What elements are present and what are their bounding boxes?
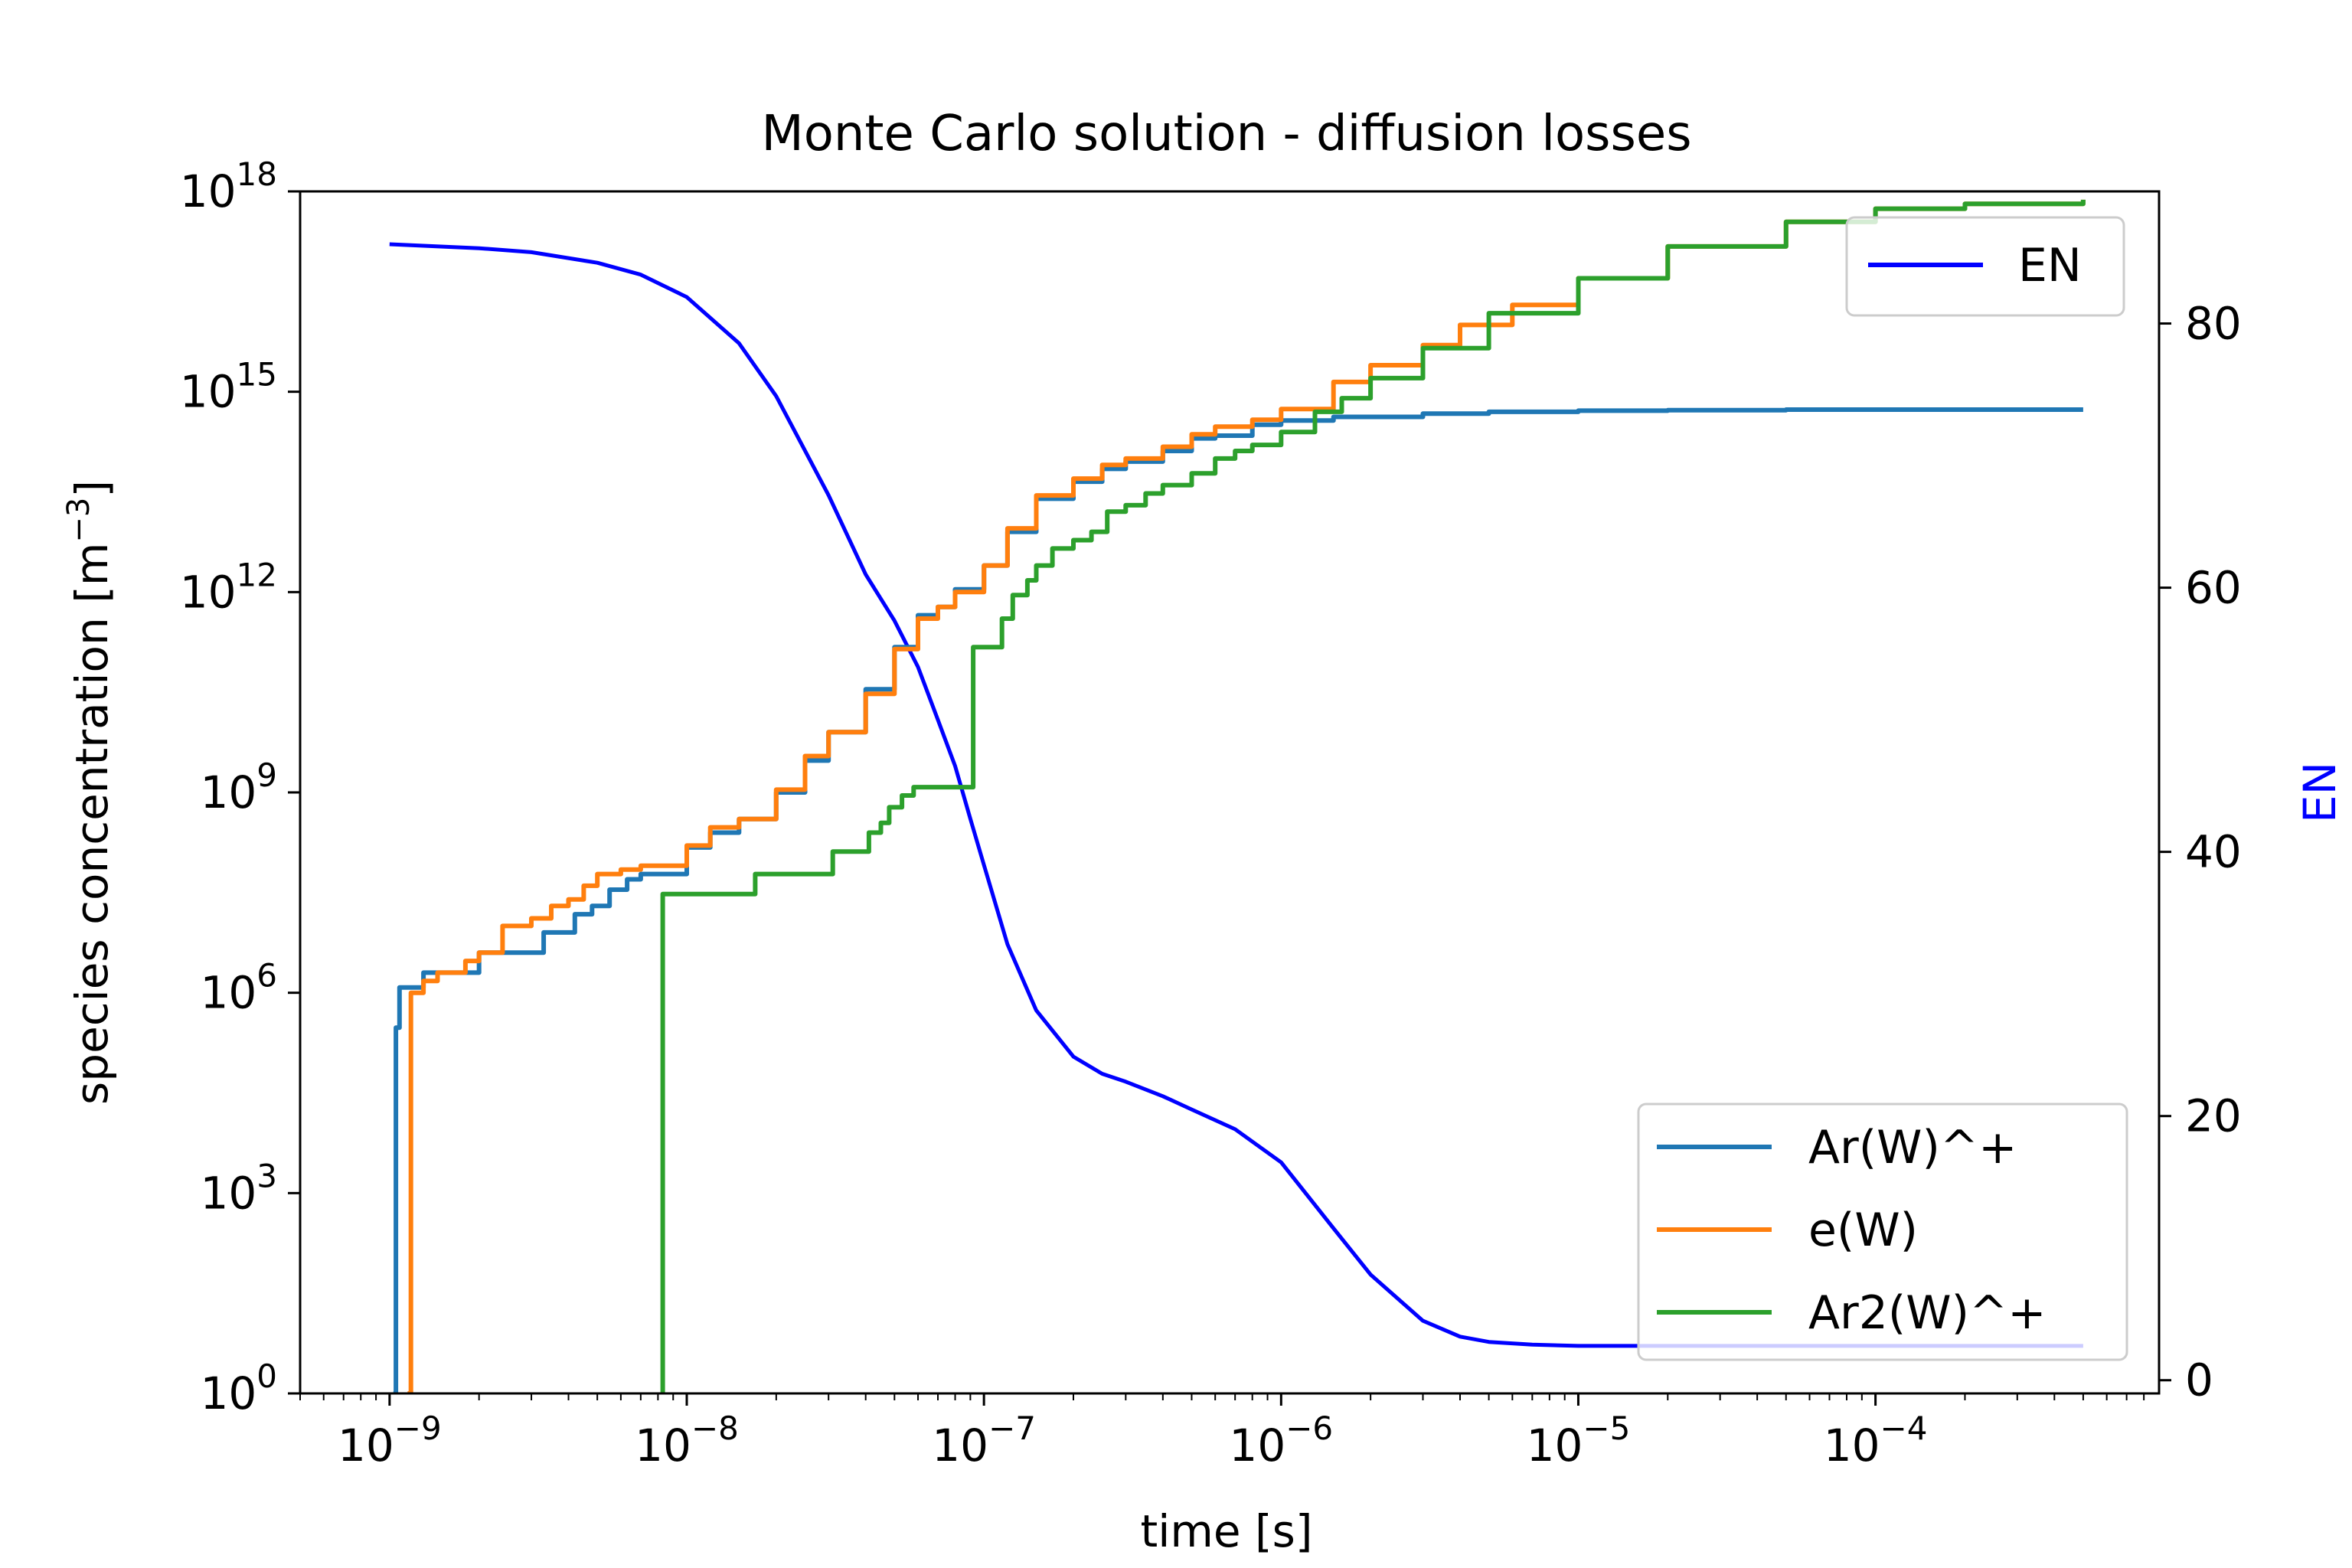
y-tick-label: 100 [200, 1357, 277, 1419]
y-axis-label: species concentration [m−3] [61, 480, 118, 1105]
x-axis-label: time [s] [1141, 1505, 1313, 1557]
y-axis-label-text: species concentration [m [66, 543, 118, 1105]
legend-label-ar-w-plus: Ar(W)^+ [1808, 1121, 2017, 1174]
series-line-ar2-w [660, 199, 2086, 1393]
y-tick-label: 1012 [180, 556, 277, 618]
y-tick-exponent: 9 [256, 756, 277, 794]
legend-species-box [1637, 1102, 2128, 1361]
x-tick-label: 10−5 [1527, 1410, 1631, 1472]
x-axis: 10−9 10−8 10−7 10−6 10−5 10−4 [299, 1393, 2145, 1472]
y-axis-label-end: ] [66, 480, 118, 498]
legend-label-e-w: e(W) [1808, 1204, 1918, 1257]
y-tick-label: 1015 [180, 356, 277, 418]
y-tick-label: 106 [200, 957, 277, 1019]
x-tick-exponent: −5 [1583, 1410, 1630, 1447]
x-tick-exponent: −4 [1880, 1410, 1928, 1447]
x-tick-label: 10−4 [1824, 1410, 1928, 1472]
y-tick-base: 10 [180, 366, 237, 418]
series-layer [389, 199, 2086, 1393]
x-tick-label: 10−8 [635, 1410, 739, 1472]
x-tick-base: 10 [1527, 1419, 1583, 1472]
x-tick-base: 10 [1229, 1419, 1285, 1472]
legend-en-box [1845, 216, 2125, 317]
series-line-e-w [407, 199, 2086, 1393]
x-tick-exponent: −7 [988, 1410, 1036, 1447]
y-tick-exponent: 12 [237, 556, 277, 593]
x-tick-label: 10−7 [932, 1410, 1036, 1472]
y2-tick-label: 60 [2185, 562, 2242, 614]
y2-tick-label: 20 [2185, 1090, 2242, 1142]
x-tick-label: 10−6 [1229, 1410, 1333, 1472]
y-tick-base: 10 [180, 566, 237, 618]
series-line-en [389, 242, 2083, 1348]
y-tick-base: 10 [200, 967, 256, 1019]
y-tick-exponent: 0 [256, 1357, 277, 1395]
x-tick-exponent: −8 [691, 1410, 739, 1447]
y-tick-base: 10 [200, 1167, 256, 1219]
y-tick-label: 1018 [180, 155, 277, 217]
x-tick-base: 10 [1824, 1419, 1880, 1472]
y2-tick-label: 0 [2185, 1354, 2213, 1406]
y-tick-exponent: 6 [256, 957, 277, 995]
x-tick-exponent: −9 [394, 1410, 442, 1447]
legend-en-label: EN [2018, 239, 2082, 292]
chart-title: Monte Carlo solution - diffusion losses [761, 106, 1691, 162]
y2-tick-label: 80 [2185, 298, 2242, 350]
x-tick-base: 10 [635, 1419, 691, 1472]
y-tick-base: 10 [200, 1367, 256, 1419]
x-tick-base: 10 [338, 1419, 394, 1472]
y-tick-exponent: 3 [256, 1157, 277, 1194]
legend-en: EN [1845, 216, 2125, 317]
y2-tick-label: 40 [2185, 826, 2242, 878]
y-tick-label: 103 [200, 1157, 277, 1219]
y-tick-label: 109 [200, 756, 277, 818]
legend-label-ar2-w-plus: Ar2(W)^+ [1808, 1286, 2047, 1340]
y-tick-exponent: 18 [237, 155, 277, 193]
y-tick-base: 10 [200, 766, 256, 818]
legend-species: Ar(W)^+ e(W) Ar2(W)^+ [1637, 1102, 2128, 1361]
y-tick-exponent: 15 [237, 356, 277, 394]
y2-axis: 0 20 40 60 80 [2159, 298, 2242, 1406]
x-tick-exponent: −6 [1285, 1410, 1333, 1447]
y-axis-label-unit-exponent: −3 [61, 498, 96, 543]
y2-axis-label: EN [2294, 762, 2346, 823]
y-tick-base: 10 [180, 165, 237, 217]
x-tick-label: 10−9 [338, 1410, 442, 1472]
x-tick-base: 10 [932, 1419, 988, 1472]
